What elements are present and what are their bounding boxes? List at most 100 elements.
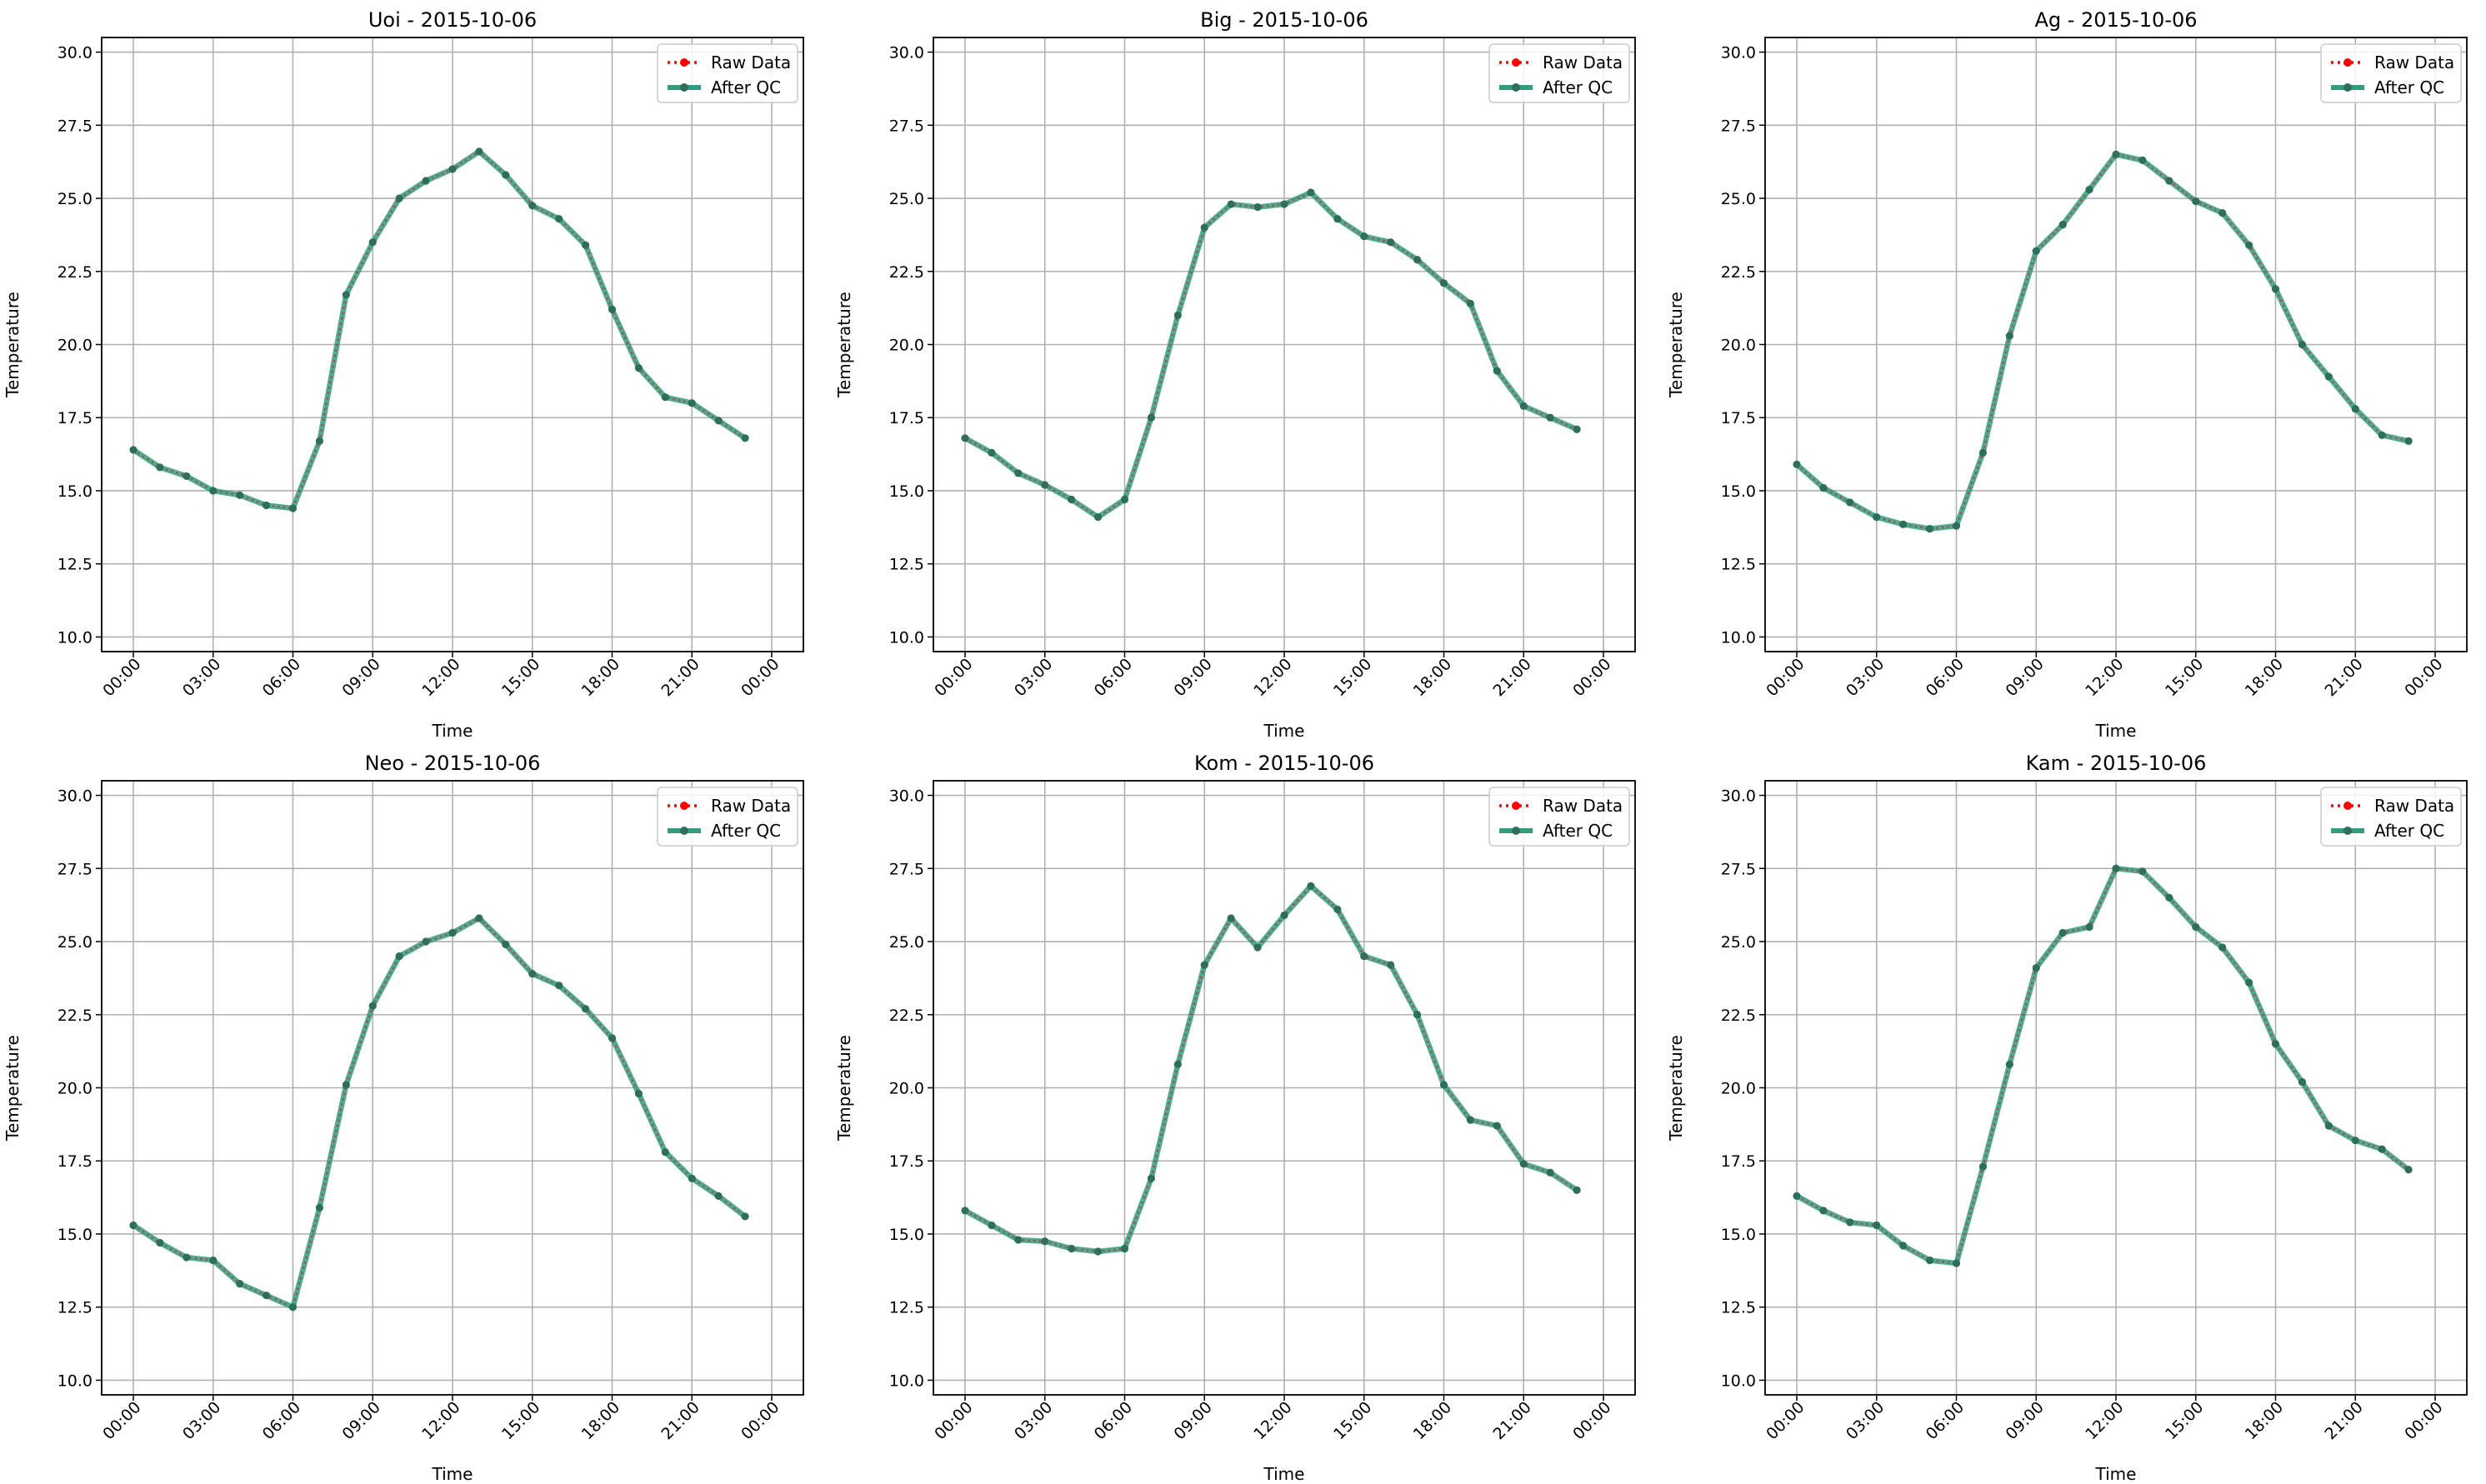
data-point-after-qc (608, 305, 617, 313)
data-point-after-qc (1333, 905, 1342, 914)
y-tick-label: 22.5 (58, 263, 93, 282)
x-tick-label: 00:00 (99, 1398, 144, 1443)
x-tick-label: 00:00 (931, 655, 976, 700)
y-tick-label: 22.5 (889, 263, 924, 282)
data-point-after-qc (368, 1002, 377, 1010)
data-point-after-qc (1978, 448, 1988, 457)
x-tick-label: 21:00 (658, 1398, 703, 1443)
y-tick-label: 30.0 (889, 44, 924, 62)
chart-title: Kam - 2015-10-06 (2026, 752, 2207, 775)
y-tick-label: 20.0 (889, 1080, 924, 1098)
data-point-after-qc (1068, 495, 1076, 504)
legend-raw-marker (2343, 58, 2352, 67)
data-point-after-qc (1846, 498, 1854, 507)
y-tick-label: 15.0 (1721, 482, 1756, 501)
x-tick-label: 12:00 (1250, 655, 1295, 700)
data-point-after-qc (1041, 481, 1049, 489)
series-raw-data-line (964, 191, 1578, 519)
data-point-after-qc (2218, 208, 2227, 217)
data-point-after-qc (2192, 922, 2200, 932)
y-tick-label: 20.0 (58, 337, 93, 355)
data-point-after-qc (1546, 1168, 1554, 1177)
data-point-after-qc (688, 1174, 696, 1182)
data-point-after-qc (1873, 512, 1881, 522)
y-tick-label: 20.0 (58, 1080, 93, 1098)
y-tick-label: 20.0 (889, 337, 924, 355)
x-axis-label: Time (1263, 1464, 1305, 1484)
data-point-after-qc (1466, 1116, 1475, 1124)
legend-raw-label: Raw Data (711, 52, 791, 72)
data-point-after-qc (1413, 256, 1422, 264)
data-point-after-qc (315, 437, 324, 445)
data-point-after-qc (368, 238, 377, 247)
legend-raw-marker (1512, 802, 1520, 810)
legend-qc-label: After QC (2374, 821, 2444, 841)
data-point-after-qc (2138, 867, 2147, 876)
x-tick-label: 03:00 (179, 655, 224, 700)
y-tick-label: 10.0 (58, 1372, 93, 1390)
data-point-after-qc (1280, 911, 1288, 920)
data-point-after-qc (528, 970, 537, 978)
x-tick-label: 12:00 (2082, 655, 2127, 700)
data-point-after-qc (555, 214, 563, 223)
data-point-after-qc (1200, 961, 1208, 969)
data-point-after-qc (1978, 1162, 1988, 1171)
data-point-after-qc (1360, 952, 1368, 961)
data-point-after-qc (236, 1280, 244, 1288)
x-tick-label: 03:00 (179, 1398, 224, 1443)
x-tick-label: 21:00 (1490, 655, 1535, 700)
data-point-after-qc (2218, 943, 2227, 952)
x-tick-label: 00:00 (1763, 1398, 1808, 1443)
data-point-after-qc (1493, 1122, 1501, 1130)
legend-raw-label: Raw Data (1543, 796, 1623, 816)
data-point-after-qc (1493, 367, 1501, 375)
x-tick-label: 06:00 (1923, 1398, 1968, 1443)
x-tick-label: 15:00 (2162, 655, 2207, 700)
data-point-after-qc (714, 1192, 723, 1200)
y-tick-label: 27.5 (889, 117, 924, 135)
data-point-after-qc (1253, 943, 1262, 952)
data-point-after-qc (1899, 1242, 1908, 1250)
data-point-after-qc (1333, 214, 1342, 223)
data-point-after-qc (988, 1221, 996, 1230)
data-point-after-qc (129, 1221, 138, 1230)
y-tick-label: 17.5 (58, 1152, 93, 1171)
x-tick-label: 06:00 (1091, 655, 1136, 700)
x-tick-label: 06:00 (259, 1398, 304, 1443)
y-tick-label: 25.0 (1721, 190, 1756, 208)
x-tick-label: 18:00 (1410, 655, 1455, 700)
data-point-after-qc (1173, 1060, 1182, 1069)
y-axis-label: Temperature (1666, 292, 1686, 398)
legend-raw-marker (1512, 58, 1520, 67)
data-point-after-qc (2032, 247, 2040, 255)
data-point-after-qc (2351, 1137, 2359, 1145)
x-tick-label: 03:00 (1011, 1398, 1056, 1443)
data-point-after-qc (714, 417, 723, 425)
y-tick-label: 17.5 (1721, 1152, 1756, 1171)
data-point-after-qc (581, 1005, 590, 1013)
data-point-after-qc (315, 1203, 324, 1212)
y-tick-label: 15.0 (58, 482, 93, 501)
legend-qc-marker (1512, 827, 1520, 835)
data-point-after-qc (1014, 469, 1023, 477)
x-tick-label: 09:00 (2003, 1398, 2048, 1443)
data-point-after-qc (1147, 1174, 1156, 1182)
subplot-6: 10.0 12.5 15.0 17.5 20.0 22.5 25.0 27.5 30.0 00:0… (1666, 752, 2468, 1484)
data-point-after-qc (1093, 512, 1103, 522)
subplot-4: 10.0 12.5 15.0 17.5 20.0 22.5 25.0 27.5 30.0 00:0… (3, 752, 804, 1484)
y-tick-label: 27.5 (1721, 117, 1756, 135)
data-point-after-qc (156, 1238, 164, 1247)
y-tick-label: 15.0 (1721, 1226, 1756, 1244)
data-point-after-qc (2298, 340, 2307, 349)
x-tick-label: 03:00 (1843, 1398, 1888, 1443)
x-tick-label: 00:00 (1569, 655, 1614, 700)
x-tick-label: 09:00 (339, 655, 384, 700)
x-tick-label: 03:00 (1011, 655, 1056, 700)
data-point-after-qc (2324, 372, 2333, 381)
data-point-after-qc (528, 202, 537, 210)
data-point-after-qc (2404, 1166, 2413, 1174)
y-tick-label: 27.5 (889, 860, 924, 878)
y-tick-label: 15.0 (58, 1226, 93, 1244)
data-point-after-qc (1466, 299, 1475, 307)
x-tick-label: 18:00 (2242, 1398, 2287, 1443)
